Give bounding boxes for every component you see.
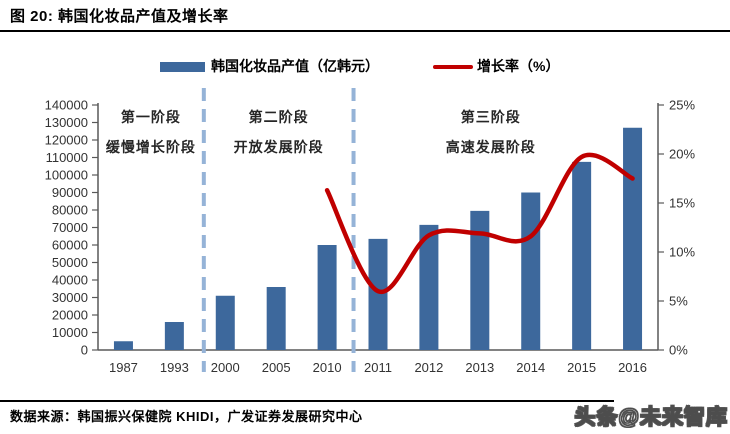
x-axis-label: 2014 [516,360,545,375]
left-axis-label: 90000 [52,185,88,200]
left-axis-label: 50000 [52,255,88,270]
bar [368,238,388,350]
right-axis-label: 20% [669,147,695,162]
right-axis-label: 25% [669,98,695,113]
right-axis-label: 5% [669,294,688,309]
right-axis-label: 10% [669,245,695,260]
x-axis-label: 1987 [109,360,138,375]
left-axis-label: 30000 [52,290,88,305]
x-axis-label: 2013 [465,360,494,375]
title-divider [0,30,730,32]
x-axis-label: 2015 [567,360,596,375]
growth-line-series [324,152,635,294]
bar [113,341,133,350]
bar [521,192,541,350]
phase-annotation-line1: 第一阶段 [121,109,181,125]
watermark: 头条@未来智库 [574,405,728,429]
left-axis-label: 0 [81,343,88,358]
left-axis-label: 20000 [52,308,88,323]
bar [623,127,643,350]
left-axis-label: 110000 [46,150,88,165]
phase-annotation-line2: 高速发展阶段 [446,139,536,155]
bar-series-label: 韩国化妆品产值（亿韩元） [211,58,379,74]
left-axis-label: 140000 [45,98,88,113]
x-axis-label: 2010 [313,360,342,375]
footer-divider [0,400,614,402]
bar [470,210,490,350]
bar [215,295,235,350]
x-axis-label: 1993 [160,360,189,375]
phase-annotation-line1: 第二阶段 [249,109,309,125]
left-axis-label: 130000 [45,115,88,130]
x-axis-label: 2016 [618,360,647,375]
left-axis-label: 80000 [52,203,88,218]
bar [317,245,337,350]
right-axis-label: 15% [669,196,695,211]
x-axis-label: 2011 [364,360,392,375]
phase-annotation-line2: 缓慢增长阶段 [106,139,196,155]
left-axis-label: 100000 [45,168,88,183]
bar-series-swatch [160,62,205,72]
bar-series [113,127,643,350]
x-axis-label: 2005 [262,360,291,375]
figure-title: 图 20: 韩国化妆品产值及增长率 [10,8,229,25]
bar [266,287,286,350]
phase-annotation-line2: 开放发展阶段 [234,139,324,155]
right-axis-label: 0% [669,343,688,358]
bar [164,322,184,350]
left-axis-label: 10000 [52,325,88,340]
bar [572,161,592,350]
left-axis-label: 70000 [52,220,88,235]
chart-legend: 韩国化妆品产值（亿韩元） 增长率（%） [0,58,730,80]
left-axis-label: 40000 [52,273,88,288]
line-series-swatch [433,65,473,69]
growth-line [324,152,635,294]
data-source: 数据来源：韩国振兴保健院 KHIDI，广发证券发展研究中心 [10,409,363,424]
axis-labels: 0 10000 20000 30000 40000 50000 60000 70000 8000… [45,98,696,376]
line-series-label: 增长率（%） [477,58,560,74]
phase-dividers [201,88,356,372]
phase-annotation-line1: 第三阶段 [461,109,521,125]
x-axis-label: 2000 [211,360,240,375]
left-axis-label: 120000 [45,133,88,148]
x-axis-label: 2012 [414,360,443,375]
bar [419,224,439,350]
left-axis-label: 60000 [52,238,88,253]
